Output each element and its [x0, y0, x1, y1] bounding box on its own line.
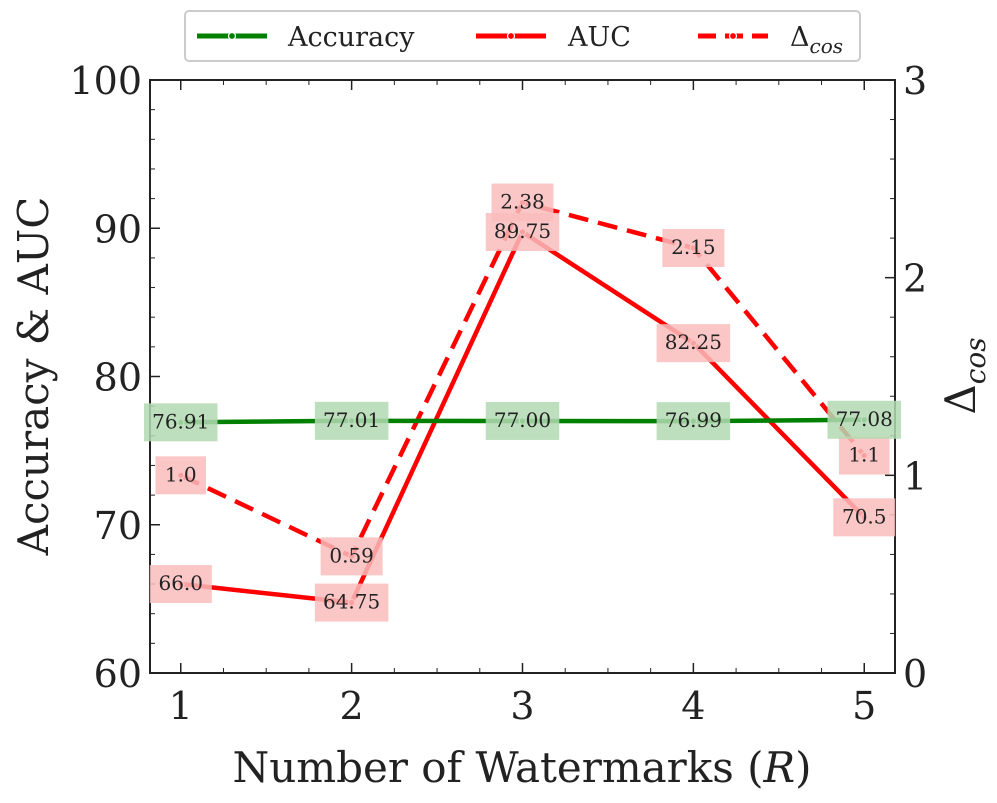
legend-label-accuracy: Accuracy	[287, 22, 415, 53]
data-label-bg-accuracy	[485, 401, 560, 440]
x-tick-label: 2	[340, 684, 364, 728]
y-tick-label: 90	[94, 207, 142, 251]
y2-axis-title: Δcos	[936, 337, 992, 414]
legend-marker-auc	[506, 31, 516, 41]
plot-area	[149, 79, 896, 674]
data-label-bg-auc	[833, 498, 896, 537]
y-tick-label: 70	[94, 504, 142, 548]
data-label-accuracy: 77.00	[494, 408, 551, 432]
tick-labels: 1 2 3 4 5 60 70 80 90 100 0 1 2 3	[69, 59, 927, 728]
data-label-auc: 82.25	[665, 330, 722, 354]
data-label-bg-auc	[656, 324, 731, 363]
data-label-accuracy: 76.91	[152, 409, 209, 433]
data-label-accuracy: 77.08	[836, 407, 893, 431]
legend-label-auc: AUC	[567, 22, 631, 53]
legend-marker-accuracy	[227, 31, 237, 41]
data-label-bg-delta-cos	[320, 537, 383, 576]
data-label-auc: 66.0	[158, 571, 203, 595]
y2-tick-label: 3	[903, 59, 927, 103]
axis-ticks	[150, 79, 895, 674]
y2-axis-title-sub: cos	[959, 337, 992, 384]
x-tick-label: 5	[852, 684, 876, 728]
data-label-layer: 66.0 64.75 89.75 82.25 70.5 1.0 0.59 2.38 2.15 1.…	[144, 183, 901, 622]
data-label-bg-delta-cos	[662, 229, 725, 268]
data-label-delta-cos: 1.1	[848, 443, 880, 467]
data-label-delta-cos: 2.38	[500, 190, 545, 214]
y2-tick-label: 2	[903, 257, 927, 301]
data-label-bg-accuracy	[314, 401, 389, 440]
data-label-bg-accuracy	[656, 402, 731, 441]
x-axis-title-var: R	[763, 743, 796, 792]
y-tick-label: 100	[69, 59, 142, 103]
data-label-bg-auc	[149, 565, 212, 604]
x-tick-label: 1	[169, 684, 193, 728]
x-tick-label: 3	[510, 684, 534, 728]
series-line-delta-cos	[179, 200, 866, 559]
x-axis-title: Number of Watermarks (R)	[232, 743, 811, 792]
data-label-delta-cos: 2.15	[671, 235, 716, 259]
legend-item-delta-cos: Δcos	[698, 22, 843, 58]
data-label-bg-delta-cos	[491, 183, 554, 222]
y-axis-title: Accuracy & AUC	[9, 197, 58, 557]
y-tick-label: 80	[94, 356, 142, 400]
legend: Accuracy AUC Δcos	[184, 10, 861, 62]
legend-marker-delta-cos	[728, 31, 738, 41]
data-label-auc: 64.75	[323, 590, 380, 614]
y2-tick-label: 1	[903, 454, 927, 498]
data-label-bg-accuracy	[144, 403, 218, 442]
data-label-bg-delta-cos	[155, 456, 207, 495]
legend-item-auc: AUC	[476, 22, 631, 53]
data-label-bg-auc	[314, 583, 389, 622]
y2-tick-label: 0	[903, 652, 927, 696]
data-label-bg-accuracy	[827, 400, 901, 439]
data-label-auc: 70.5	[842, 504, 887, 528]
legend-label-delta-cos: Δcos	[790, 22, 843, 58]
data-label-accuracy: 76.99	[665, 408, 722, 432]
y-tick-label: 60	[94, 652, 142, 696]
data-label-delta-cos: 1.0	[165, 462, 197, 486]
x-tick-label: 4	[681, 684, 705, 728]
data-label-bg-delta-cos	[838, 436, 890, 475]
data-label-accuracy: 77.01	[323, 408, 380, 432]
data-label-delta-cos: 0.59	[329, 543, 374, 567]
legend-item-accuracy: Accuracy	[197, 22, 415, 53]
data-label-auc: 89.75	[494, 219, 551, 243]
